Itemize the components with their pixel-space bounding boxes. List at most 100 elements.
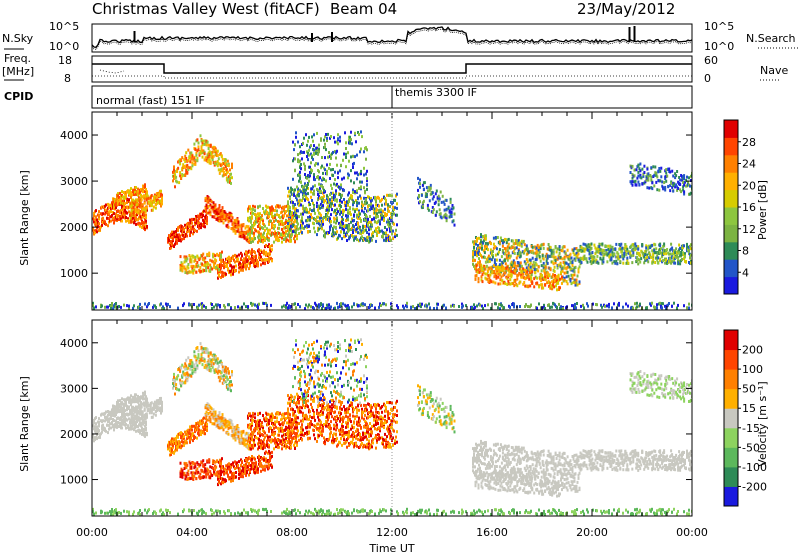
heatmap-cell [484,304,486,307]
heatmap-cell [287,225,289,228]
heatmap-cell [365,173,367,176]
heatmap-cell [509,278,511,281]
heatmap-cell [556,288,558,291]
heatmap-cell [609,253,611,256]
heatmap-cell [611,262,613,265]
heatmap-cell [235,269,237,272]
heatmap-cell [324,168,326,171]
heatmap-cell [522,273,524,276]
heatmap-cell [289,228,291,231]
heatmap-cell [636,184,638,187]
heatmap-cell [524,243,526,246]
heatmap-cell [317,175,319,178]
heatmap-cell [365,219,367,222]
heatmap-cell [532,257,534,260]
heatmap-cell [302,142,304,145]
heatmap-cell [389,194,391,197]
heatmap-cell [669,189,671,192]
heatmap-cell [505,247,507,250]
heatmap-cell [330,135,332,138]
heatmap-cell [310,213,312,216]
heatmap-cell [181,238,183,241]
heatmap-cell [550,246,552,249]
heatmap-cell [268,239,270,242]
heatmap-cell [564,245,566,248]
heatmap-cell [553,262,555,265]
heatmap-cell [211,307,213,310]
heatmap-cell [297,141,299,144]
heatmap-cell [199,266,201,269]
heatmap-cell [529,284,531,287]
heatmap-cell [192,256,194,259]
heatmap-cell [516,284,518,287]
heatmap-cell [310,196,312,199]
heatmap-cell [299,160,301,163]
heatmap-cell [507,245,509,248]
heatmap-cell [299,171,301,174]
heatmap-cell [652,165,654,168]
heatmap-cell [158,194,160,197]
heatmap-cell [575,306,577,309]
heatmap-cell [197,307,199,310]
heatmap-cell [112,217,114,220]
heatmap-cell [423,188,425,191]
heatmap-cell [314,178,316,181]
heatmap-cell [579,265,581,268]
heatmap-cell [521,276,523,279]
heatmap-cell [123,304,125,307]
heatmap-cell [313,152,315,155]
heatmap-cell [281,306,283,309]
heatmap-cell [554,266,556,269]
heatmap-cell [574,273,576,276]
heatmap-cell [385,203,387,206]
heatmap-cell [498,269,500,272]
heatmap-cell [357,197,359,200]
heatmap-cell [268,215,270,218]
heatmap-cell [190,231,192,234]
heatmap-cell [653,184,655,187]
freq-series-line [92,64,692,73]
heatmap-cell [433,195,435,198]
heatmap-cell [439,208,441,211]
heatmap-cell [618,302,620,305]
heatmap-cell [650,176,652,179]
heatmap-cell [587,261,589,264]
heatmap-cell [660,247,662,250]
heatmap-cell [586,257,588,260]
heatmap-cell [326,209,328,212]
heatmap-cell [426,304,428,307]
heatmap-cell [230,173,232,176]
heatmap-cell [350,169,352,172]
heatmap-cell [113,222,115,225]
heatmap-cell [366,231,368,234]
heatmap-cell [183,228,185,231]
heatmap-cell [267,232,269,235]
heatmap-cell [207,160,209,163]
heatmap-cell [379,220,381,223]
heatmap-cell [676,170,678,173]
heatmap-cell [340,186,342,189]
heatmap-cell [371,199,373,202]
heatmap-cell [281,241,283,244]
heatmap-cell [571,304,573,307]
heatmap-cell [516,278,518,281]
heatmap-cell [221,155,223,158]
heatmap-cell [353,181,355,184]
heatmap-cell [614,247,616,250]
heatmap-cell [98,222,100,225]
heatmap-cell [418,194,420,197]
heatmap-cell [281,220,283,223]
heatmap-cell [267,229,269,232]
heatmap-cell [174,173,176,176]
heatmap-cell [536,307,538,310]
heatmap-cell [653,174,655,177]
heatmap-cell [172,238,174,241]
heatmap-cell [540,279,542,282]
heatmap-cell [247,233,249,236]
heatmap-cell [389,236,391,239]
heatmap-cell [325,133,327,136]
heatmap-cell [332,230,334,233]
heatmap-cell [664,189,666,192]
heatmap-cell [238,254,240,257]
heatmap-cell [211,200,213,203]
